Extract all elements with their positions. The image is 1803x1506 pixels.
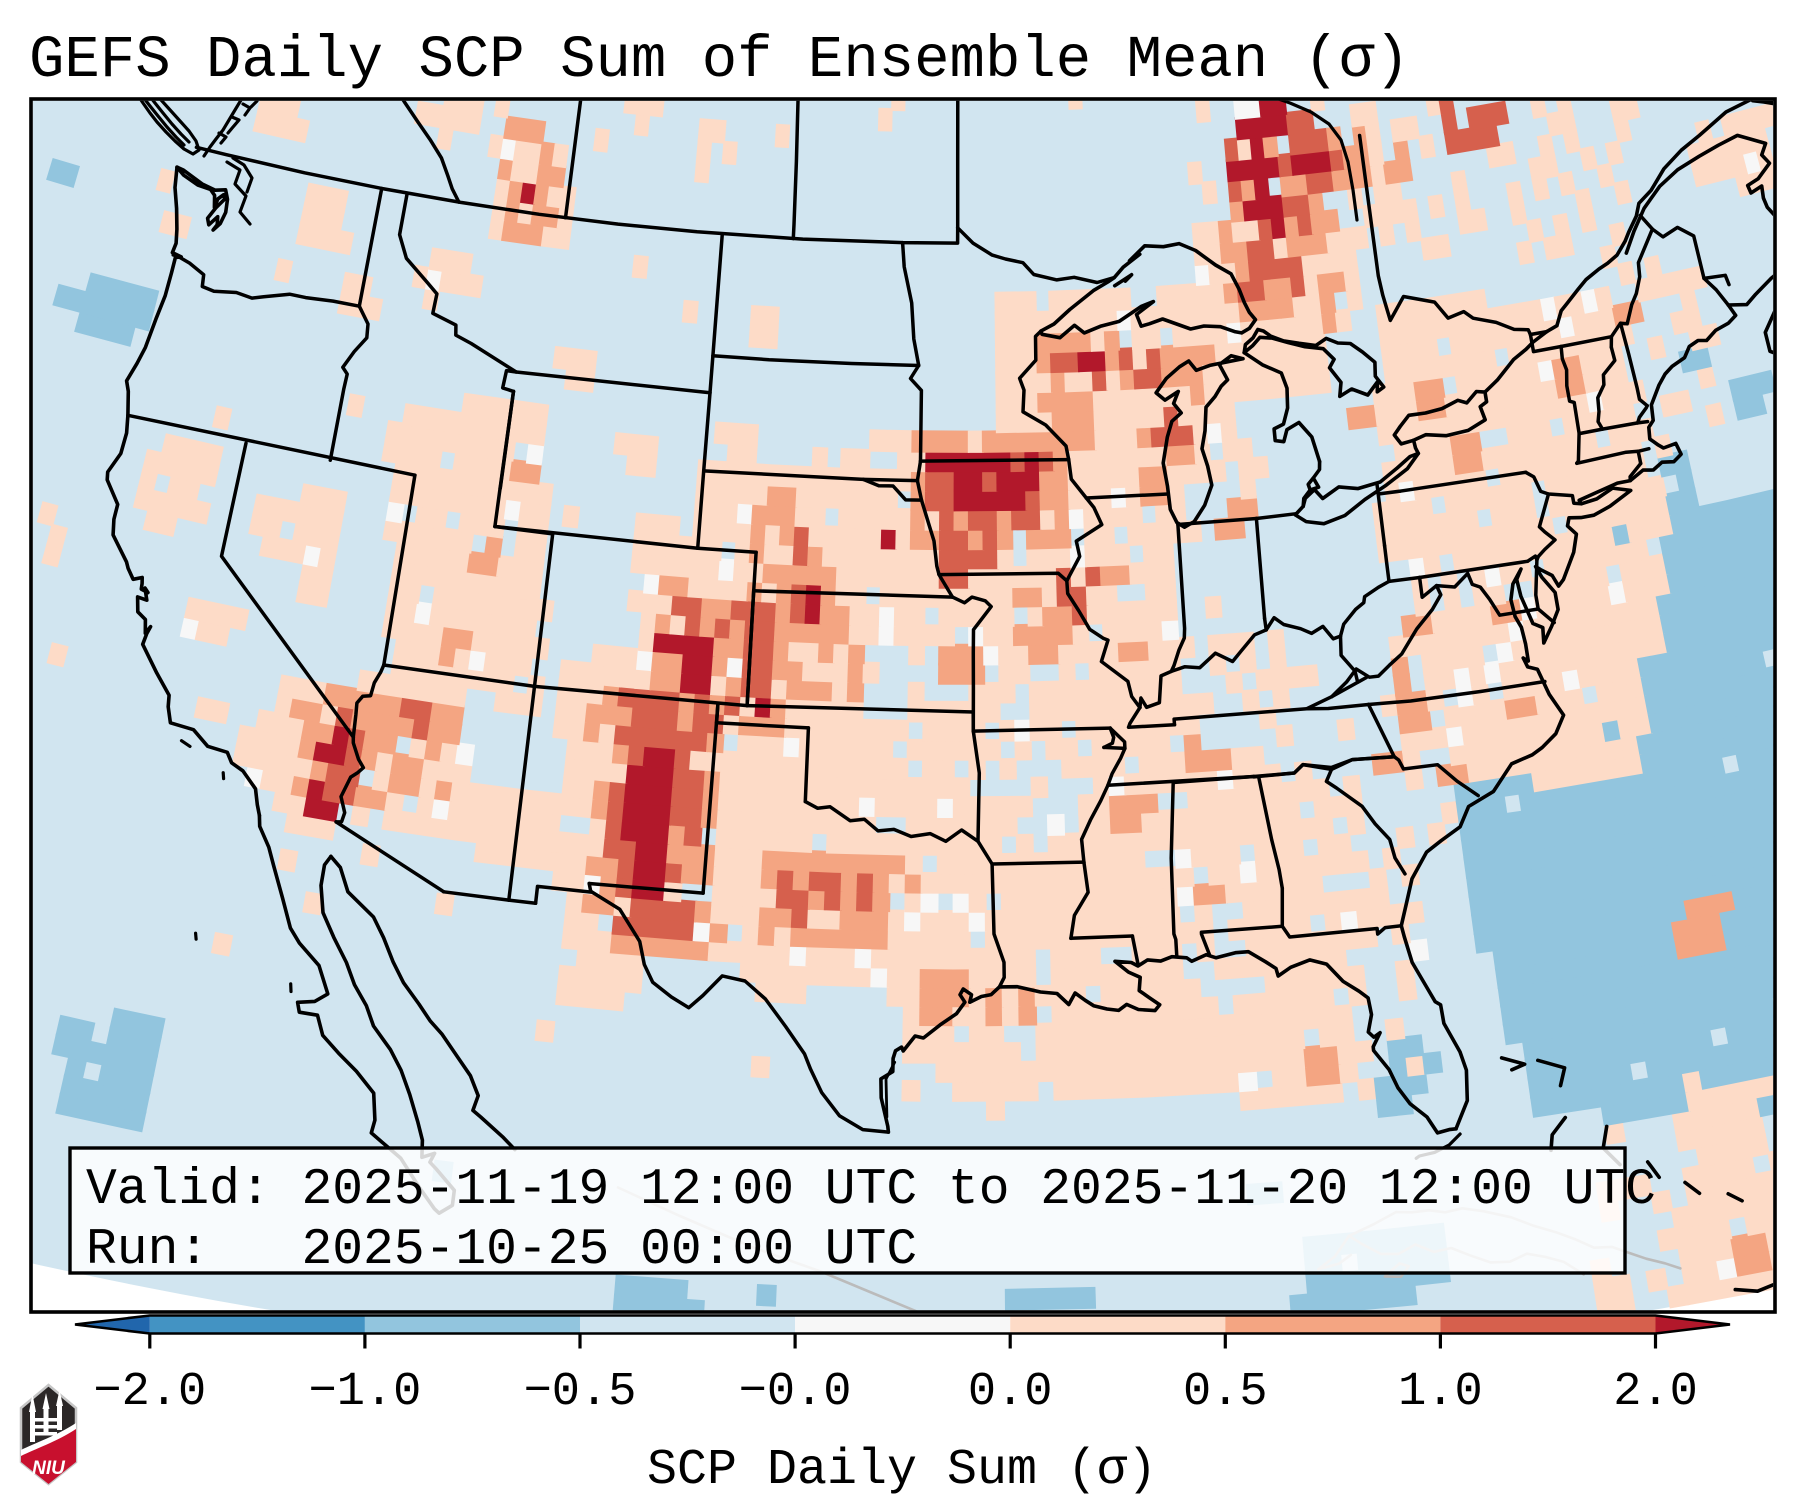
svg-text:2.0: 2.0: [1613, 1366, 1698, 1419]
svg-text:−0.5: −0.5: [524, 1366, 637, 1419]
svg-text:Run: 2025-10-25 00:00 UTC: Run: 2025-10-25 00:00 UTC: [86, 1221, 917, 1279]
svg-text:1.0: 1.0: [1398, 1366, 1483, 1419]
svg-text:−0.0: −0.0: [739, 1366, 852, 1419]
svg-text:−2.0: −2.0: [93, 1366, 206, 1419]
svg-text:0.5: 0.5: [1183, 1366, 1268, 1419]
svg-text:NIU: NIU: [32, 1458, 66, 1479]
svg-text:SCP Daily Sum (σ): SCP Daily Sum (σ): [647, 1442, 1157, 1499]
svg-text:Valid: 2025-11-19 12:00 UTC to: Valid: 2025-11-19 12:00 UTC to 2025-11-2…: [86, 1161, 1656, 1219]
svg-text:GEFS Daily SCP Sum of Ensemble: GEFS Daily SCP Sum of Ensemble Mean (σ): [29, 27, 1410, 94]
svg-text:−1.0: −1.0: [308, 1366, 421, 1419]
svg-text:0.0: 0.0: [968, 1366, 1053, 1419]
